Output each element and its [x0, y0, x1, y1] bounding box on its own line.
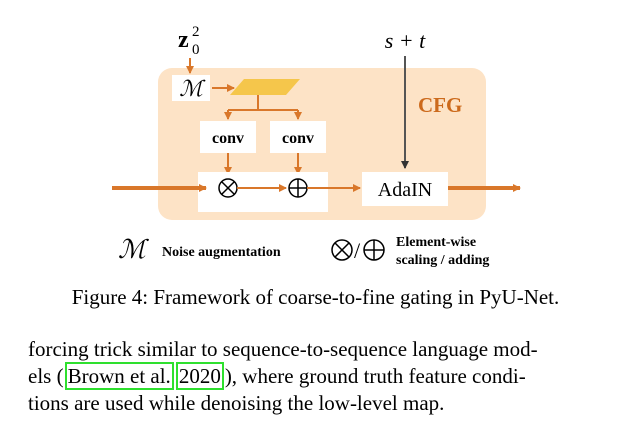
legend-noise-symbol: ℳ [118, 235, 149, 264]
paragraph-line-3: tions are used while denoising the low-l… [28, 391, 445, 415]
ops-box [198, 172, 328, 212]
legend-oplus-icon [363, 239, 385, 261]
adain-label: AdaIN [378, 179, 432, 201]
legend-ops-line1: Element-wise [396, 235, 476, 250]
paragraph-line-2-post: ), where ground truth feature condi- [224, 364, 526, 388]
adain-box [362, 172, 448, 206]
paragraph-line-2-pre: els ( [28, 364, 64, 388]
conv-label-right: conv [282, 130, 314, 147]
paragraph-line-1: forcing trick similar to sequence-to-seq… [28, 337, 538, 361]
citation-year-link[interactable]: 2020 [175, 362, 224, 390]
legend-ops-line2: scaling / adding [396, 253, 489, 268]
input-latent-label: z [178, 27, 189, 53]
legend-otimes-icon [331, 239, 353, 261]
conv-box-left [200, 121, 256, 153]
body-paragraph: forcing trick similar to sequence-to-seq… [28, 336, 608, 417]
legend-noise-text: Noise augmentation [162, 245, 281, 260]
framework-diagram: z 2 0 ℳ conv conv AdaIN s + t [112, 24, 521, 268]
noise-aug-symbol: ℳ [179, 76, 206, 101]
conv-box-right [270, 121, 326, 153]
paragraph-line-2: els (Brown et al. 2020), where ground tru… [28, 362, 608, 390]
legend-slash: / [354, 238, 361, 263]
input-latent-sup: 2 [192, 24, 200, 40]
noise-aug-box [172, 75, 210, 101]
input-latent-sub: 0 [192, 42, 200, 58]
citation-author-link[interactable]: Brown et al. [64, 362, 174, 390]
condition-label: s + t [385, 28, 426, 53]
conv-label-left: conv [212, 130, 244, 147]
cfg-label: CFG [418, 93, 462, 117]
projection-trapezoid [230, 79, 300, 95]
oplus-icon [288, 178, 308, 198]
figure-caption: Figure 4: Framework of coarse-to-fine ga… [71, 285, 560, 309]
